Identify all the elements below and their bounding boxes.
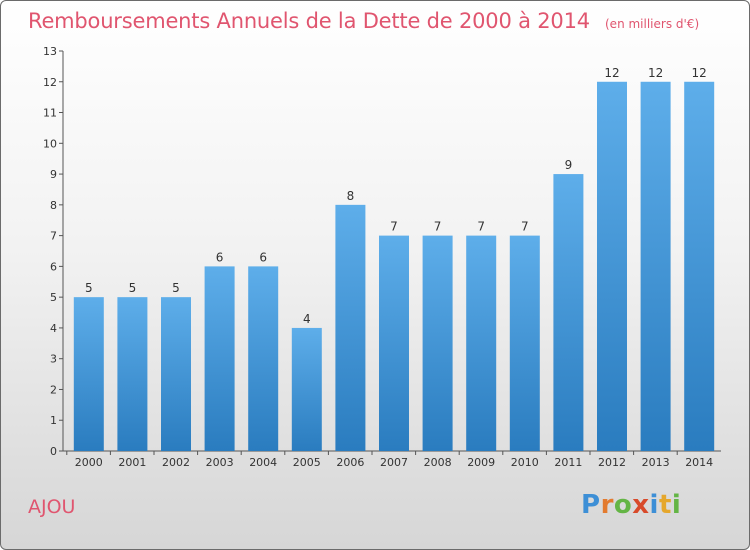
- y-tick-label: 10: [43, 137, 57, 150]
- y-tick-label: 11: [43, 107, 57, 120]
- chart-title-block: Remboursements Annuels de la Dette de 20…: [28, 9, 699, 33]
- chart-data-labels: 5 5 5 6 6 4 8 7 7 7 7 9 12 12 12: [85, 66, 707, 326]
- commune-name: AJOU: [28, 496, 76, 518]
- x-tick-label: 2000: [75, 456, 103, 469]
- bar: [553, 174, 584, 452]
- logo-letter: t: [658, 490, 672, 520]
- x-tick-label: 2014: [685, 456, 713, 469]
- x-tick-label: 2007: [380, 456, 408, 469]
- logo-letter: P: [581, 490, 601, 520]
- chart-bars: [73, 81, 715, 452]
- chart-subtitle: (en milliers d'€): [605, 17, 700, 31]
- bar: [684, 81, 715, 452]
- data-label: 4: [303, 312, 311, 326]
- bar: [335, 204, 366, 451]
- x-tick-label: 2005: [293, 456, 321, 469]
- x-tick-label: 2003: [206, 456, 234, 469]
- bar: [509, 235, 540, 451]
- data-label: 12: [648, 66, 663, 80]
- y-tick-label: 9: [50, 168, 57, 181]
- x-tick-label: 2001: [118, 456, 146, 469]
- x-tick-label: 2006: [336, 456, 364, 469]
- y-tick-label: 1: [50, 414, 57, 427]
- y-tick-label: 3: [50, 353, 57, 366]
- x-tick-label: 2002: [162, 456, 190, 469]
- x-tick-label: 2009: [467, 456, 495, 469]
- x-tick-label: 2008: [424, 456, 452, 469]
- y-tick-label: 7: [50, 230, 57, 243]
- proxiti-logo: Proxiti: [581, 490, 681, 520]
- data-label: 9: [565, 158, 573, 172]
- bar: [422, 235, 453, 451]
- bar: [597, 81, 627, 452]
- y-tick-label: 4: [50, 322, 57, 335]
- data-label: 6: [259, 250, 267, 264]
- bar: [248, 266, 279, 451]
- x-tick-label: 2010: [511, 456, 539, 469]
- bar: [161, 297, 191, 451]
- chart-title: Remboursements Annuels de la Dette de 20…: [28, 9, 590, 33]
- data-label: 6: [216, 250, 224, 264]
- logo-letter: i: [671, 490, 682, 520]
- data-label: 5: [129, 281, 137, 295]
- x-tick-label: 2011: [554, 456, 582, 469]
- data-label: 12: [692, 66, 707, 80]
- bar: [117, 297, 148, 451]
- x-tick-label: 2004: [249, 456, 277, 469]
- bar: [466, 235, 497, 451]
- data-label: 12: [604, 66, 619, 80]
- logo-letter: x: [632, 490, 650, 520]
- bar: [204, 266, 235, 451]
- bar: [73, 297, 104, 451]
- logo-letter: o: [613, 490, 633, 520]
- y-tick-label: 5: [50, 291, 57, 304]
- logo-letter: i: [649, 490, 659, 520]
- y-tick-label: 13: [43, 45, 57, 58]
- data-label: 5: [85, 281, 93, 295]
- y-tick-label: 8: [50, 199, 57, 212]
- y-tick-label: 6: [50, 260, 57, 273]
- data-label: 7: [521, 220, 529, 234]
- bar: [291, 327, 322, 451]
- y-tick-label: 0: [50, 445, 57, 458]
- logo-letter: r: [600, 490, 614, 520]
- y-tick-label: 12: [43, 76, 57, 89]
- data-label: 7: [434, 220, 442, 234]
- data-label: 7: [477, 220, 485, 234]
- data-label: 7: [390, 220, 398, 234]
- data-label: 8: [347, 189, 355, 203]
- bar: [379, 235, 409, 451]
- bar: [640, 81, 671, 452]
- data-label: 5: [172, 281, 180, 295]
- y-tick-label: 2: [50, 383, 57, 396]
- x-tick-label: 2013: [642, 456, 670, 469]
- x-tick-label: 2012: [598, 456, 626, 469]
